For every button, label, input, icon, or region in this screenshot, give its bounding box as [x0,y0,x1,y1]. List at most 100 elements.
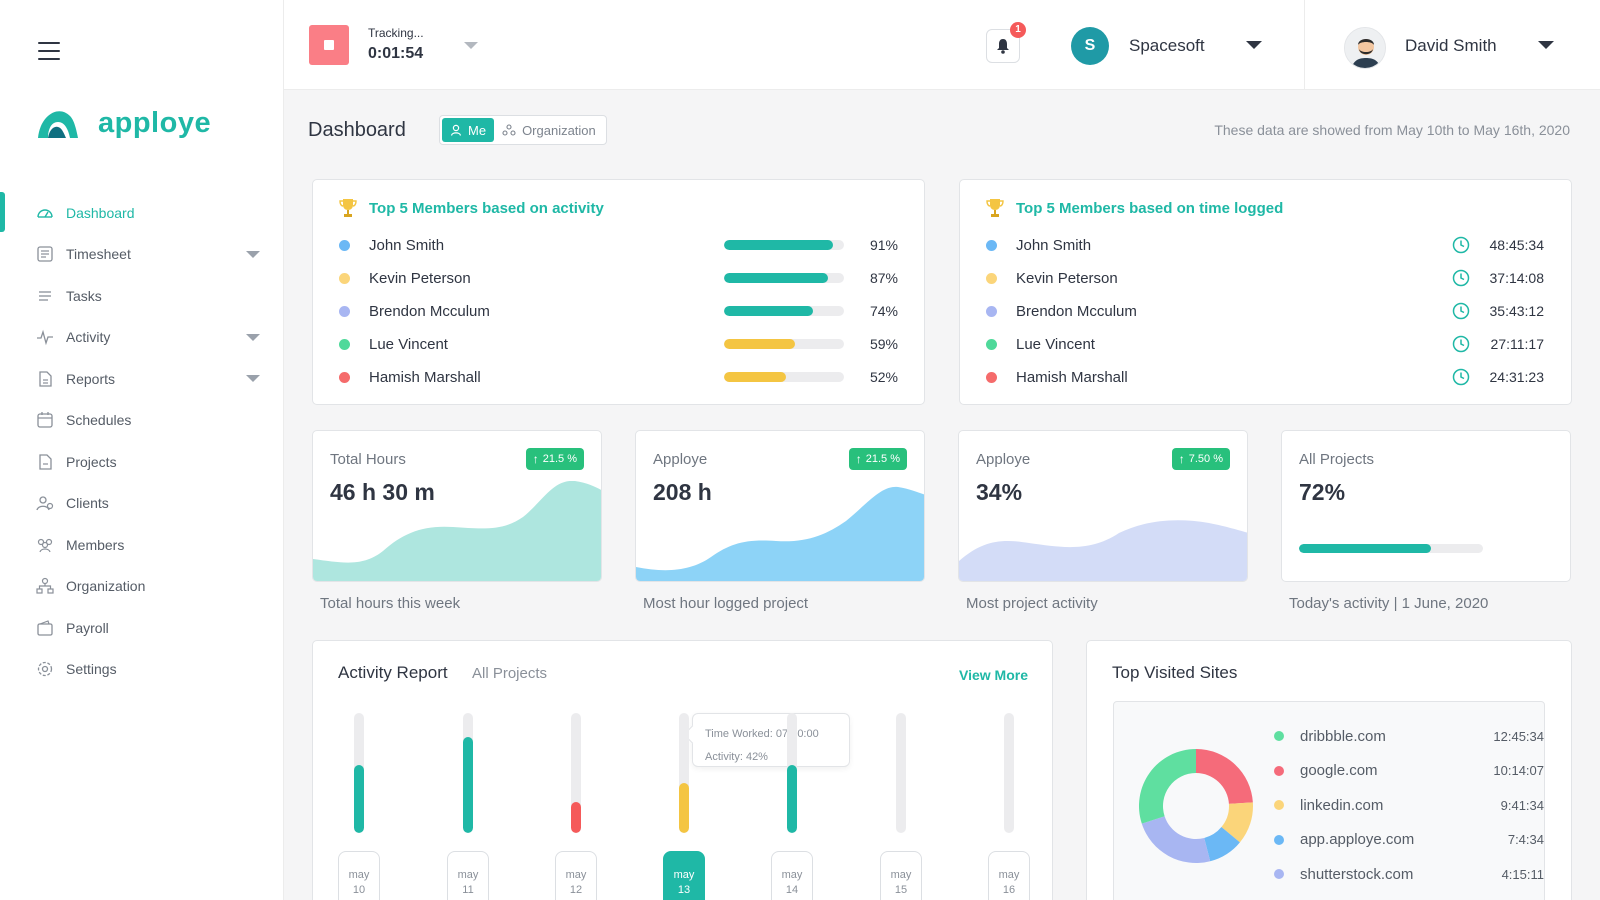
user-avatar-icon [1345,28,1385,68]
chevron-down-icon[interactable] [246,375,260,382]
stat-card[interactable]: Apploye 34% ↑ 7.50 % [958,430,1248,582]
date-range-text: These data are showed from May 10th to M… [1214,122,1570,138]
donut-slice-dribbble-com[interactable] [1139,749,1196,824]
sidebar-item-clients[interactable]: Clients [0,483,284,525]
activity-percent: 59% [869,336,898,352]
day-pill[interactable]: may 13 [663,851,705,900]
sidebar-item-label: Clients [66,495,109,512]
user-dropdown-icon[interactable] [1538,41,1554,49]
toggle-organization-button[interactable]: Organization [494,118,604,142]
status-dot [986,338,997,350]
donut-slice-shutterstock-com[interactable] [1141,816,1211,863]
stat-card[interactable]: All Projects 72% [1281,430,1571,582]
sidebar-item-members[interactable]: Members [0,524,284,566]
top-sites-title: Top Visited Sites [1112,663,1238,682]
site-color-dot [1274,869,1284,879]
clock-icon [1452,335,1470,358]
stat-caption: Total hours this week [320,595,461,612]
activity-report-subtitle[interactable]: All Projects [472,665,548,682]
member-name: Kevin Peterson [369,269,471,287]
site-row[interactable]: google.com 10:14:07 [1274,761,1544,781]
tooltip-activity: Activity: 42% [705,751,768,763]
status-dot [339,338,350,350]
trend-value: 21.5 % [865,453,900,465]
status-dot [986,371,997,383]
sidebar-item-projects[interactable]: Projects [0,441,284,483]
sidebar-item-label: Dashboard [66,204,135,221]
clock-icon [1452,236,1470,259]
bell-icon [997,39,1009,54]
donut-slice-app-apploye-com[interactable] [1204,827,1240,862]
sidebar-item-label: Timesheet [66,246,131,263]
site-row[interactable]: linkedin.com 9:41:34 [1274,795,1544,815]
day-number: 15 [894,884,908,896]
site-row[interactable]: app.apploye.com 7:4:34 [1274,830,1544,850]
sidebar-item-settings[interactable]: Settings [0,649,284,691]
site-row[interactable]: dribbble.com 12:45:34 [1274,726,1544,746]
member-row: Kevin Peterson [986,268,1118,288]
org-name[interactable]: Spacesoft [1129,36,1205,55]
activity-percent: 52% [869,369,898,385]
activity-day-bar-fill [679,782,689,833]
stat-card[interactable]: Total Hours 46 h 30 m ↑ 21.5 % [312,430,602,582]
notifications-button[interactable] [986,29,1020,63]
org-dropdown-icon[interactable] [1246,41,1262,49]
day-pill[interactable]: may 11 [447,851,489,900]
tracking-timer: 0:01:54 [368,45,424,62]
sidebar-item-reports[interactable]: Reports [0,358,284,400]
donut-slice-google-com[interactable] [1196,749,1253,804]
day-number: 12 [569,884,583,896]
trend-badge: ↑ 21.5 % [525,448,584,470]
sidebar-item-organization[interactable]: Organization [0,566,284,608]
status-dot [339,272,350,284]
member-name: Hamish Marshall [1016,368,1128,386]
day-pill[interactable]: may 14 [771,851,813,900]
projects-icon [36,453,54,471]
site-time: 7:4:34 [1507,832,1544,847]
user-avatar[interactable] [1344,27,1386,69]
status-dot [986,239,997,251]
site-color-dot [1274,731,1284,741]
sidebar-item-payroll[interactable]: Payroll [0,607,284,649]
trophy-icon [339,199,357,217]
organization-icon [502,124,516,136]
member-row: Hamish Marshall [339,367,481,387]
time-logged: 24:31:23 [1489,369,1545,385]
org-avatar[interactable]: S [1071,27,1109,65]
stat-card[interactable]: Apploye 208 h ↑ 21.5 % [635,430,925,582]
site-row[interactable]: shutterstock.com 4:15:11 [1274,864,1544,884]
toggle-me-button[interactable]: Me [442,118,495,142]
stat-caption: Most project activity [966,595,1098,612]
top-visited-sites-card: Top Visited Sites dribbble.com 12:45:34 go… [1086,640,1572,900]
sidebar-item-schedules[interactable]: Schedules [0,400,284,442]
chevron-down-icon[interactable] [246,333,260,341]
sidebar-item-dashboard[interactable]: Dashboard [0,192,284,234]
stop-tracking-button[interactable] [309,25,349,65]
activity-day-bar [787,713,797,833]
chevron-down-icon[interactable] [246,250,260,258]
site-name: shutterstock.com [1300,865,1414,883]
logo[interactable]: apploye [36,106,211,140]
clients-icon [36,494,54,512]
day-pill[interactable]: may 16 [988,851,1030,900]
activity-bar [724,306,844,316]
sidebar-item-label: Settings [66,661,117,678]
donut-slice-linkedin-com[interactable] [1221,802,1253,843]
day-pill[interactable]: may 10 [338,851,380,900]
view-more-link[interactable]: View More [959,667,1028,683]
sidebar-item-timesheet[interactable]: Timesheet [0,234,284,276]
progress-fill [1299,544,1432,553]
view-toggle: Me Organization [439,115,607,145]
site-time: 9:41:34 [1500,797,1544,813]
menu-icon[interactable] [38,42,60,60]
activity-day-bar-fill [787,764,797,833]
day-pill[interactable]: may 12 [555,851,597,900]
sidebar-item-activity[interactable]: Activity [0,317,284,359]
sites-donut-chart [1139,749,1253,863]
member-name: John Smith [1016,236,1092,254]
day-pill[interactable]: may 15 [880,851,922,900]
user-name[interactable]: David Smith [1405,36,1497,55]
sidebar-item-tasks[interactable]: Tasks [0,275,284,317]
activity-day-bar-fill [354,764,364,833]
tracking-dropdown-icon[interactable] [464,42,478,49]
